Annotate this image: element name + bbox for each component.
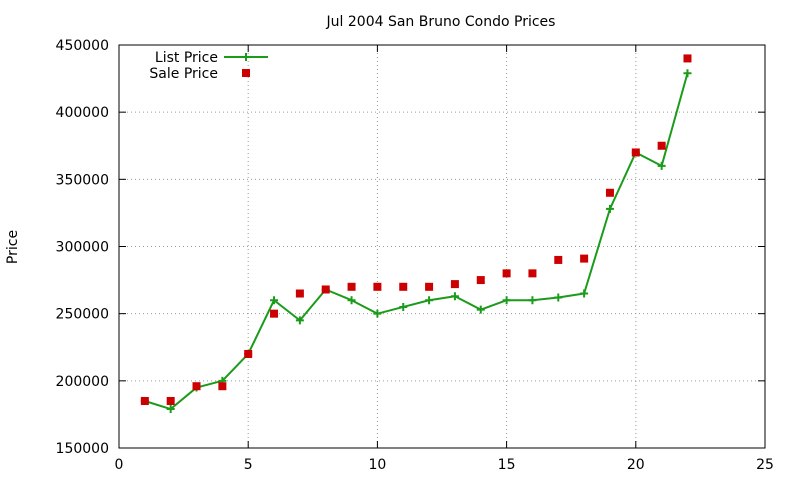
data-point (605, 204, 614, 213)
legend-marker (242, 69, 250, 77)
data-point (502, 269, 511, 278)
data-point (347, 296, 356, 305)
data-point (476, 305, 485, 314)
data-point (140, 396, 149, 405)
legend-item: List Price (155, 50, 268, 66)
data-point (657, 141, 666, 150)
y-tick-label: 400000 (56, 105, 109, 121)
data-point (399, 282, 408, 291)
axis-ticks: 0 5 10 15 20 25 150000 200000 250000 300000 350000… (56, 38, 774, 473)
data-point (450, 280, 459, 289)
y-tick-label: 300000 (56, 240, 109, 256)
series (140, 54, 692, 414)
data-point (373, 282, 382, 291)
data-point (580, 289, 589, 298)
grid (119, 45, 765, 448)
data-point (554, 293, 563, 302)
legend-label: List Price (155, 50, 218, 66)
data-point (166, 396, 175, 405)
data-point (399, 302, 408, 311)
x-tick-label: 15 (498, 457, 516, 473)
data-point (244, 349, 253, 358)
data-point (218, 382, 227, 391)
y-tick-label: 200000 (56, 374, 109, 390)
legend-label: Sale Price (149, 66, 218, 82)
data-point (502, 296, 511, 305)
x-tick-label: 5 (244, 457, 253, 473)
data-point (657, 161, 666, 170)
series-line (144, 72, 689, 411)
data-point (528, 296, 537, 305)
data-point (295, 289, 304, 298)
y-tick-label: 250000 (56, 307, 109, 323)
series-sale-price (140, 54, 692, 405)
legend-marker (242, 53, 250, 61)
chart-title: Jul 2004 San Bruno Condo Prices (326, 14, 556, 30)
data-point (166, 405, 175, 414)
data-point (580, 254, 589, 263)
x-tick-label: 20 (627, 457, 645, 473)
data-point (476, 276, 485, 285)
data-point (347, 282, 356, 291)
x-tick-label: 25 (756, 457, 774, 473)
data-point (683, 54, 692, 63)
data-point (683, 69, 692, 78)
series-list-price (140, 69, 692, 414)
data-point (554, 255, 563, 264)
legend-item: Sale Price (149, 66, 250, 82)
y-tick-label: 150000 (56, 441, 109, 457)
x-tick-label: 10 (368, 457, 386, 473)
data-point (605, 188, 614, 197)
data-point (373, 309, 382, 318)
data-point (270, 309, 279, 318)
data-point (295, 316, 304, 325)
data-point (450, 292, 459, 301)
x-tick-label: 0 (115, 457, 124, 473)
data-point (631, 148, 640, 157)
y-tick-label: 350000 (56, 172, 109, 188)
y-tick-label: 450000 (56, 38, 109, 54)
data-point (321, 285, 330, 294)
y-axis-label: Price (5, 230, 21, 264)
data-point (425, 296, 434, 305)
data-point (425, 282, 434, 291)
data-point (528, 269, 537, 278)
data-point (270, 296, 279, 305)
data-point (192, 382, 201, 391)
